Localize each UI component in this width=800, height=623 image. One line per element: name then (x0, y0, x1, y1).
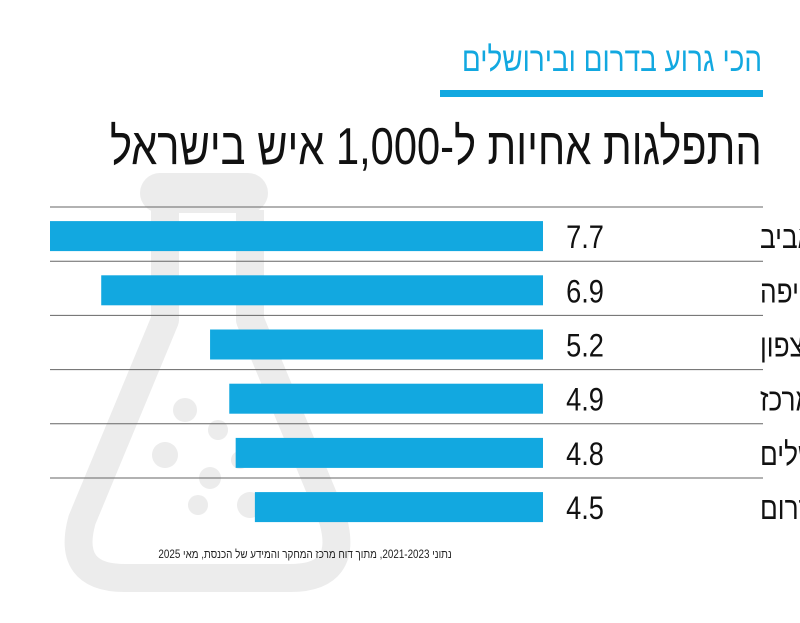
category-label: ירושלים (760, 438, 800, 473)
category-label: צפון (760, 329, 800, 364)
category-label: מרכז (760, 383, 800, 418)
chart-title: התפלגות אחיות ל-1,000 איש בישראל (110, 118, 762, 176)
bar (235, 437, 543, 468)
value-label: 4.5 (566, 491, 604, 527)
kicker-underline (440, 90, 763, 97)
bar (210, 329, 543, 360)
category-label: דרום (760, 492, 800, 527)
value-label: 4.8 (566, 437, 604, 473)
source-note: נתוני 2021-2023, מתוך דוח מרכז המחקר והמ… (158, 547, 452, 561)
category-label: חיפה (760, 275, 800, 310)
category-label: תל אביב (760, 221, 800, 256)
value-label: 6.9 (566, 274, 604, 310)
kicker-title: הכי גרוע בדרום ובירושלים (461, 41, 762, 79)
value-label: 5.2 (566, 328, 604, 364)
bar (101, 275, 544, 306)
value-label: 7.7 (566, 220, 604, 256)
bar (254, 492, 543, 523)
bar (229, 383, 544, 414)
value-label: 4.9 (566, 383, 604, 419)
bar (50, 221, 543, 252)
